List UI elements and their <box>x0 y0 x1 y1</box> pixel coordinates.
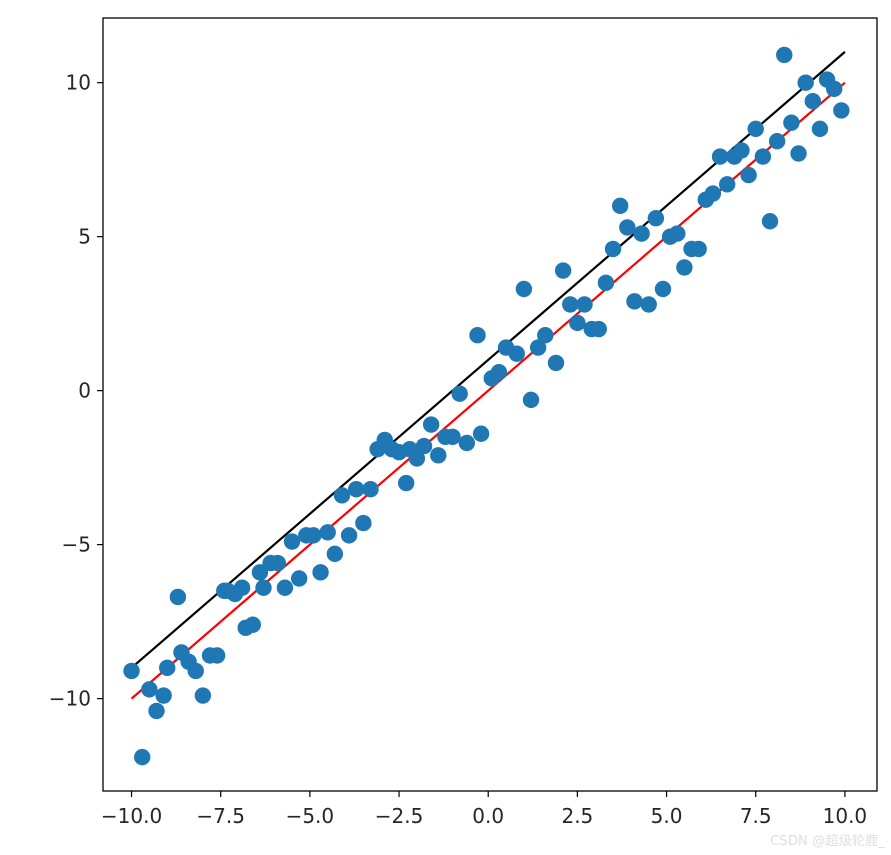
scatter-point <box>529 339 547 356</box>
scatter-point <box>747 120 764 138</box>
scatter-point <box>134 748 151 766</box>
scatter-point <box>711 148 729 165</box>
scatter-point <box>148 702 165 720</box>
scatter-point <box>255 579 272 596</box>
scatter-point <box>283 533 301 550</box>
y-tick-label: 5 <box>78 225 91 249</box>
scatter-point <box>362 480 379 498</box>
x-tick-label: 7.5 <box>740 804 772 828</box>
scatter-point <box>397 474 415 492</box>
scatter-point <box>430 447 447 464</box>
scatter-point <box>733 142 750 159</box>
scatter-point <box>244 616 262 633</box>
scatter-point <box>597 274 615 292</box>
scatter-point <box>194 687 212 704</box>
scatter-point <box>790 145 807 162</box>
scatter-point <box>333 487 351 504</box>
scatter-point <box>783 114 800 131</box>
scatter-point <box>340 527 358 544</box>
scatter-point <box>562 296 579 313</box>
scatter-point <box>522 391 540 409</box>
scatter-point <box>415 437 433 455</box>
scatter-point <box>761 213 779 230</box>
scatter-point <box>626 293 643 310</box>
scatter-point <box>619 219 636 236</box>
scatter-point <box>537 327 554 344</box>
scatter-point <box>704 185 722 202</box>
scatter-point <box>825 80 843 98</box>
scatter-point <box>776 46 793 64</box>
scatter-point <box>472 425 490 442</box>
scatter-point <box>233 579 251 596</box>
x-tick-label: −10.0 <box>101 804 162 828</box>
x-tick-label: −7.5 <box>196 804 245 828</box>
scatter-point <box>754 148 772 165</box>
scatter-point <box>833 102 850 119</box>
scatter-point <box>169 588 187 606</box>
x-axis-ticks: −10.0 −7.5 −5.0 −2.5 0.0 2.5 5.0 7.5 10.0 <box>101 791 867 828</box>
scatter-point <box>444 428 461 446</box>
scatter-point <box>155 687 172 704</box>
y-axis-ticks: −10 −5 0 5 10 <box>49 71 103 711</box>
scatter-point <box>547 354 565 372</box>
y-tick-label: −10 <box>49 687 91 711</box>
scatter-point <box>159 659 176 677</box>
scatter-point <box>554 262 572 279</box>
scatter-point <box>633 225 650 242</box>
scatter-point <box>490 363 508 381</box>
scatter-point <box>251 564 269 581</box>
x-tick-label: 0.0 <box>472 804 504 828</box>
scatter-point <box>141 681 158 698</box>
scatter-point <box>515 280 533 298</box>
scatter-point <box>654 280 672 298</box>
scatter-point <box>422 416 440 433</box>
scatter-point <box>604 240 622 258</box>
watermark-text: CSDN @超级轮鹿_ <box>770 834 885 849</box>
scatter-point <box>469 327 486 344</box>
y-tick-label: 0 <box>78 379 91 403</box>
scatter-point <box>640 296 657 313</box>
scatter-point <box>319 524 336 541</box>
scatter-point <box>326 545 344 563</box>
scatter-point <box>811 120 829 138</box>
scatter-point <box>690 240 707 258</box>
scatter-point <box>569 314 586 332</box>
scatter-point <box>458 434 476 452</box>
scatter-point <box>123 662 140 680</box>
scatter-point <box>312 564 329 581</box>
scatter-point <box>290 570 308 587</box>
scatter-point <box>348 480 365 498</box>
scatter-point <box>305 527 322 544</box>
scatter-point <box>576 296 593 313</box>
x-tick-label: 2.5 <box>561 804 593 828</box>
x-tick-label: −2.5 <box>375 804 424 828</box>
x-tick-label: 5.0 <box>651 804 683 828</box>
scatter-point <box>590 320 607 338</box>
x-tick-label: −5.0 <box>286 804 335 828</box>
scatter-point <box>508 345 525 362</box>
scatter-point <box>355 514 372 532</box>
axes-frame <box>102 17 878 792</box>
scatter-point <box>187 662 204 680</box>
scatter-point <box>740 166 757 184</box>
scatter-point <box>676 259 693 276</box>
y-tick-label: 10 <box>66 71 91 95</box>
scatter-point <box>611 197 629 215</box>
scatter-point <box>804 92 821 110</box>
scatter-point <box>669 225 686 242</box>
scatter-point <box>768 132 786 150</box>
y-tick-label: −5 <box>62 533 91 557</box>
scatter-point <box>269 554 286 572</box>
scatter-point <box>208 647 226 664</box>
scatter-point <box>718 176 736 193</box>
x-tick-label: 10.0 <box>823 804 868 828</box>
scatter-point <box>451 385 468 402</box>
scatter-point <box>647 209 665 227</box>
scatter-point <box>276 579 294 596</box>
scatter-points-layer <box>123 46 850 766</box>
scatter-point <box>797 74 814 91</box>
scatter-point <box>408 450 426 467</box>
